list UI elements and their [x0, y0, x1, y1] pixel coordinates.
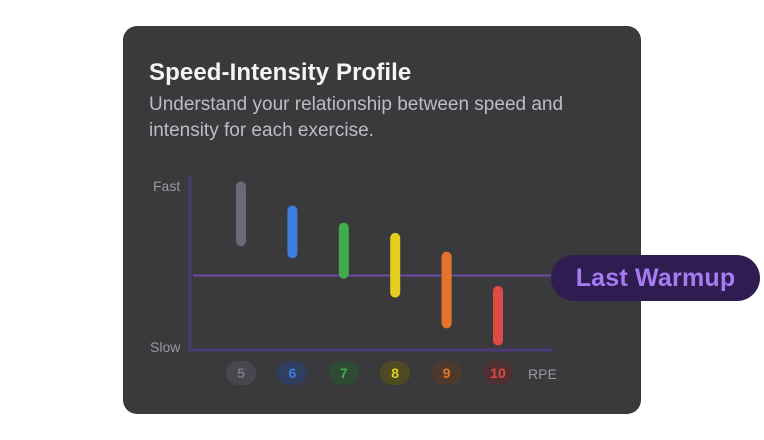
- card-title: Speed-Intensity Profile: [149, 59, 412, 86]
- last-warmup-callout: Last Warmup: [551, 255, 760, 301]
- y-axis-label-slow: Slow: [150, 339, 181, 355]
- y-axis-label-fast: Fast: [153, 178, 181, 194]
- speed-intensity-chart: [188, 176, 553, 352]
- rpe-badge-8: 8: [380, 361, 411, 385]
- rpe-badge-5: 5: [226, 361, 256, 385]
- rpe-badge-6: 6: [277, 361, 308, 385]
- rpe-badge-7: 7: [328, 361, 359, 385]
- card-subtitle: Understand your relationship between spe…: [149, 94, 564, 141]
- rpe-badge-10: 10: [483, 361, 513, 385]
- x-axis-label-rpe: RPE: [528, 366, 557, 382]
- speed-intensity-card: Speed-Intensity Profile Understand your …: [123, 26, 641, 414]
- rpe-badge-9: 9: [431, 361, 462, 385]
